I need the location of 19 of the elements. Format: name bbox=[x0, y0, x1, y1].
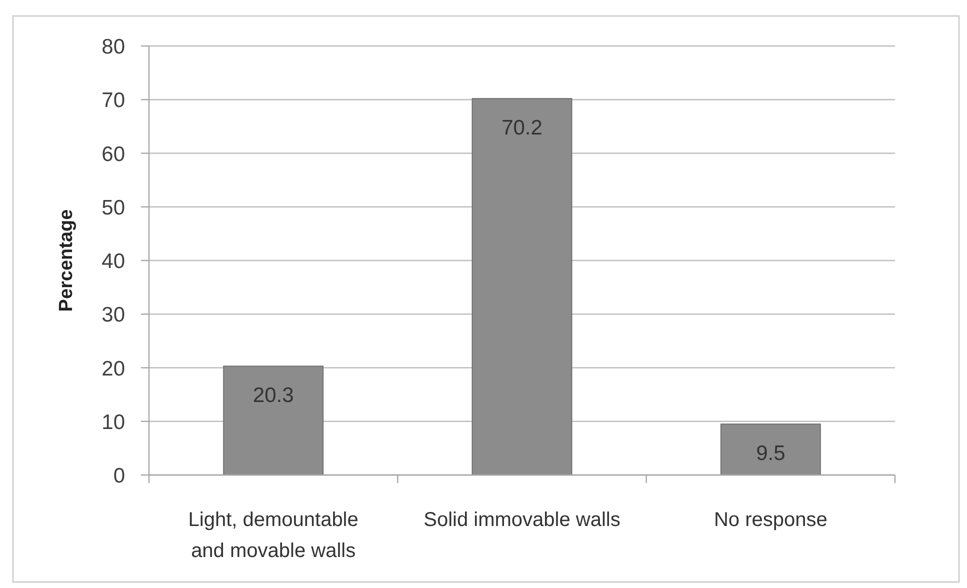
y-tick-label: 40 bbox=[102, 250, 125, 274]
y-tick-label: 0 bbox=[113, 464, 125, 488]
y-tick-label: 30 bbox=[102, 304, 125, 327]
x-tick-label: No response bbox=[714, 509, 828, 531]
y-tick-label: 70 bbox=[102, 89, 125, 112]
bar bbox=[720, 424, 821, 476]
y-axis-title: Percentage bbox=[56, 209, 77, 312]
y-tick-label: 80 bbox=[102, 36, 125, 59]
y-tick-label: 10 bbox=[102, 410, 125, 434]
data-label: 70.2 bbox=[502, 116, 542, 140]
y-tick-label: 20 bbox=[102, 357, 125, 380]
bar bbox=[472, 98, 572, 476]
x-tick-label: Light, demountable and movable walls bbox=[188, 509, 358, 562]
y-tick-label: 50 bbox=[102, 196, 125, 220]
data-label: 9.5 bbox=[756, 442, 786, 466]
y-tick-label: 60 bbox=[102, 142, 125, 166]
x-tick-label: Solid immovable walls bbox=[424, 509, 620, 531]
data-label: 20.3 bbox=[252, 384, 294, 408]
bar bbox=[223, 366, 324, 476]
